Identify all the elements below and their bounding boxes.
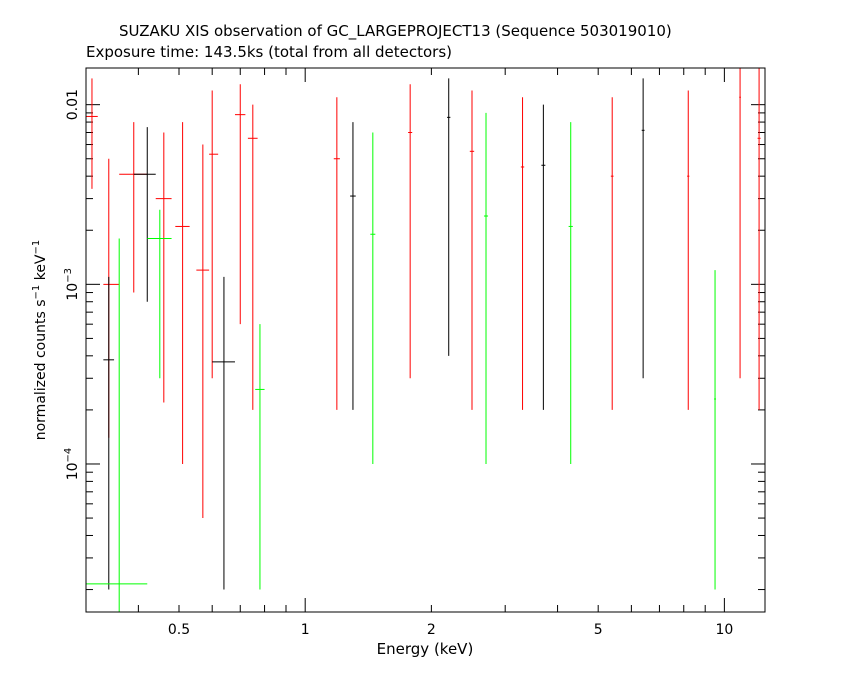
- data-point: [520, 97, 525, 410]
- data-point: [714, 270, 716, 590]
- data-point: [86, 238, 148, 612]
- data-point: [447, 78, 451, 356]
- data-point: [247, 104, 258, 410]
- data-point: [86, 78, 98, 189]
- plot-frame: [85, 67, 766, 613]
- data-point: [739, 68, 741, 379]
- data-point: [234, 84, 246, 325]
- x-tick-label: 2: [427, 622, 436, 638]
- tick-labels: 0.5 1 2 5 10 10−4 10−3 0.01: [63, 89, 733, 638]
- data-point: [687, 90, 690, 410]
- data-point: [370, 132, 376, 464]
- x-tick-label: 0.5: [168, 622, 190, 638]
- y-axis-label: normalized counts s−1 keV−1: [31, 240, 49, 441]
- axis-ticks: [85, 68, 765, 612]
- data-point: [155, 132, 172, 403]
- data-point: [350, 122, 356, 410]
- y-tick-label: 0.01: [65, 89, 81, 120]
- data-point: [119, 122, 148, 293]
- data-point: [147, 209, 172, 379]
- data-point: [212, 276, 235, 590]
- data-point: [408, 84, 413, 379]
- data-point: [175, 122, 190, 464]
- chart-title: SUZAKU XIS observation of GC_LARGEPROJEC…: [119, 22, 672, 40]
- data-point: [757, 68, 761, 410]
- data-point: [469, 90, 475, 410]
- data-point: [610, 97, 614, 410]
- chart-subtitle: Exposure time: 143.5ks (total from all d…: [86, 43, 453, 61]
- data-point: [103, 276, 115, 590]
- y-tick-label: 10−3: [63, 268, 81, 301]
- x-tick-label: 1: [301, 622, 310, 638]
- x-axis-label: Energy (keV): [377, 640, 474, 658]
- data-point: [133, 127, 156, 302]
- data-point: [568, 122, 573, 464]
- data-point: [483, 112, 489, 464]
- x-tick-label: 5: [594, 622, 603, 638]
- data-point: [333, 97, 340, 410]
- data-marks: [86, 68, 761, 612]
- data-point: [255, 324, 265, 590]
- data-point: [209, 90, 219, 379]
- x-tick-label: 10: [715, 622, 733, 638]
- data-point: [196, 144, 210, 519]
- y-tick-label: 10−4: [63, 448, 81, 481]
- data-point: [641, 78, 645, 379]
- data-point: [103, 158, 120, 438]
- data-point: [541, 104, 546, 410]
